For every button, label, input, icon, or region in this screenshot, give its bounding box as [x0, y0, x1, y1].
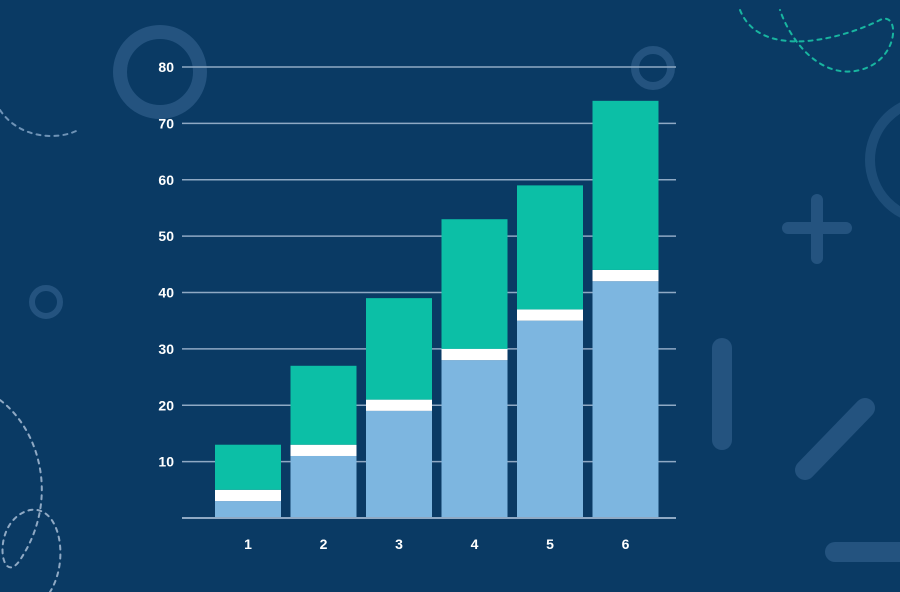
- decor-ring-large: [113, 25, 207, 119]
- bar-segment-top: [517, 185, 583, 310]
- y-tick-label: 10: [158, 454, 174, 470]
- y-tick-label: 70: [158, 115, 174, 131]
- bar-segment-separator: [215, 489, 281, 502]
- bar-segment-separator: [366, 399, 432, 411]
- bar-segment-bottom: [290, 455, 357, 518]
- x-tick-label: 3: [395, 536, 403, 552]
- bar-segment-top: [215, 444, 281, 490]
- decor-ring-left: [29, 285, 63, 319]
- y-tick-label: 60: [158, 172, 174, 188]
- x-tick-label: 5: [546, 536, 554, 552]
- bar-segment-separator: [592, 269, 659, 282]
- bar-segment-separator: [441, 348, 508, 361]
- x-tick-label: 6: [622, 536, 630, 552]
- bar-segment-bottom: [517, 320, 583, 518]
- bar-segment-bottom: [215, 501, 281, 518]
- decor-dashed-curve-top: [739, 9, 894, 73]
- bar-segment-separator: [517, 309, 583, 321]
- y-tick-label: 50: [158, 228, 174, 244]
- x-tick-label: 2: [320, 536, 328, 552]
- bar-segment-top: [441, 219, 508, 349]
- bar-segment-bottom: [441, 360, 508, 518]
- bar-segment-bottom: [592, 281, 659, 518]
- x-tick-label: 4: [471, 536, 479, 552]
- x-tick-label: 1: [244, 536, 252, 552]
- background-decor: [0, 9, 900, 592]
- decor-dashed-curve-left: [0, 109, 79, 137]
- y-tick-label: 40: [158, 285, 174, 301]
- y-tick-label: 20: [158, 397, 174, 413]
- decor-ring-small-right: [631, 46, 675, 90]
- bar-segment-bottom: [366, 410, 432, 518]
- bar-segment-top: [290, 365, 357, 445]
- y-tick-label: 30: [158, 341, 174, 357]
- bar-segment-top: [366, 298, 432, 400]
- bars: [215, 100, 659, 518]
- decor-plus: [782, 194, 852, 264]
- y-tick-label: 80: [158, 59, 174, 75]
- bar-segment-separator: [290, 444, 357, 456]
- decor-bar-diagonal: [795, 398, 875, 480]
- decor-dashed-curve-bottom: [0, 399, 62, 592]
- x-axis-tick-labels: 1 2 3 4 5 6: [244, 536, 630, 552]
- y-axis-tick-labels: 10 20 30 40 50 60 70 80: [158, 59, 174, 470]
- bar-segment-top: [592, 100, 659, 270]
- decor-big-circle: [865, 102, 900, 218]
